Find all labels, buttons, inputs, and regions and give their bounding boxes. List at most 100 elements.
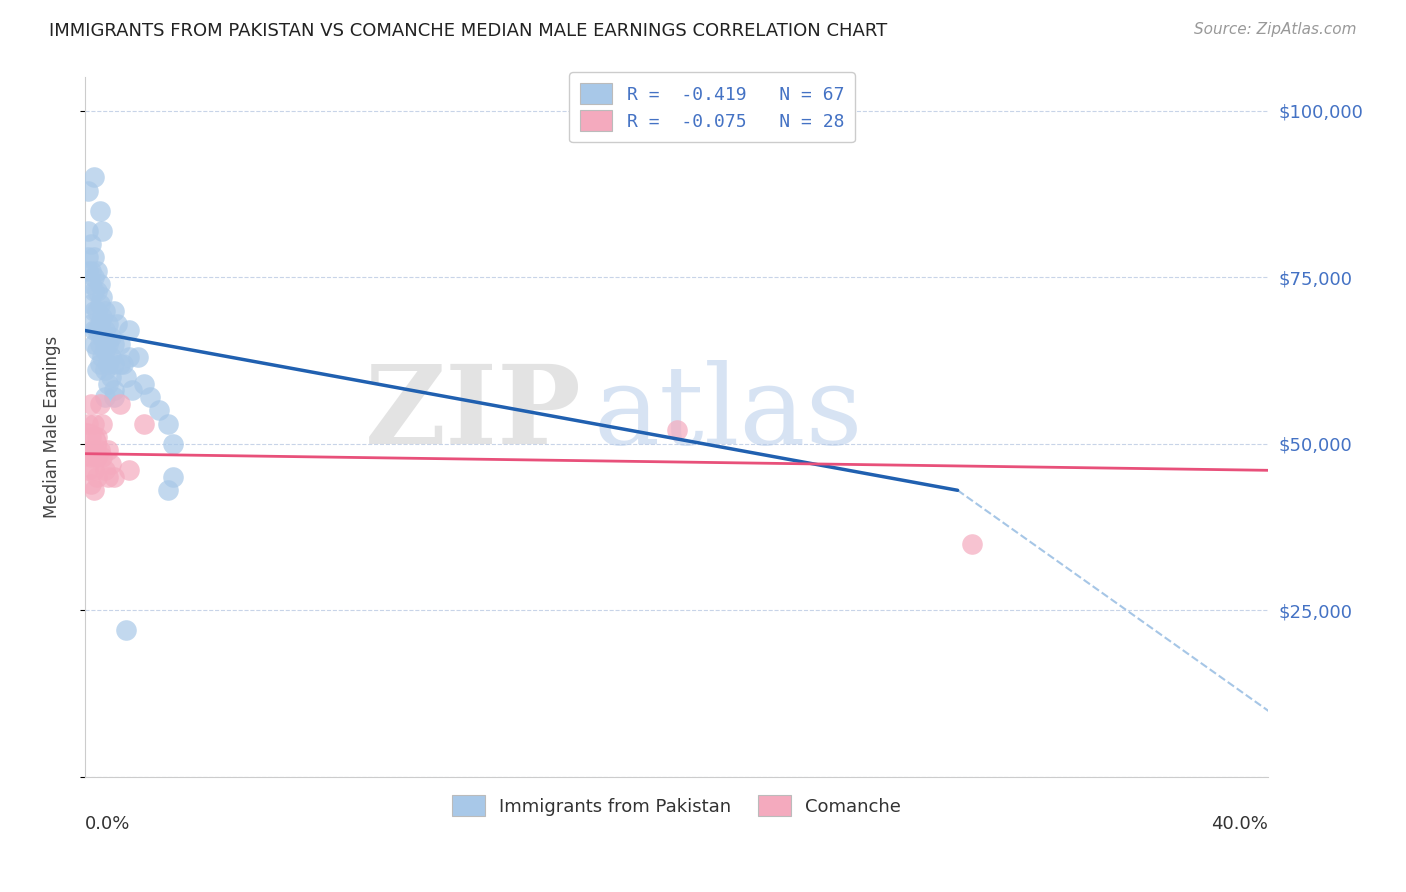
- Point: [94, 363, 117, 377]
- Point: [76, 463, 98, 477]
- Point: [103, 390, 125, 404]
- Point: [89, 203, 111, 218]
- Point: [156, 483, 179, 498]
- Point: [162, 436, 184, 450]
- Point: [103, 336, 125, 351]
- Point: [83, 323, 105, 337]
- Point: [86, 430, 108, 444]
- Point: [118, 463, 141, 477]
- Point: [94, 463, 117, 477]
- Point: [79, 397, 101, 411]
- Point: [91, 330, 114, 344]
- Point: [79, 430, 101, 444]
- Point: [115, 370, 138, 384]
- Point: [86, 263, 108, 277]
- Point: [83, 443, 105, 458]
- Point: [86, 303, 108, 318]
- Point: [79, 317, 101, 331]
- Point: [83, 270, 105, 285]
- Point: [132, 417, 155, 431]
- Point: [83, 303, 105, 318]
- Point: [86, 470, 108, 484]
- Point: [76, 224, 98, 238]
- Point: [94, 343, 117, 358]
- Point: [103, 384, 125, 398]
- Point: [115, 623, 138, 637]
- Text: 40.0%: 40.0%: [1212, 815, 1268, 833]
- Point: [100, 370, 122, 384]
- Point: [100, 350, 122, 364]
- Point: [118, 350, 141, 364]
- Point: [89, 357, 111, 371]
- Text: atlas: atlas: [593, 359, 863, 467]
- Point: [139, 390, 162, 404]
- Point: [94, 390, 117, 404]
- Point: [156, 417, 179, 431]
- Point: [79, 263, 101, 277]
- Text: IMMIGRANTS FROM PAKISTAN VS COMANCHE MEDIAN MALE EARNINGS CORRELATION CHART: IMMIGRANTS FROM PAKISTAN VS COMANCHE MED…: [49, 22, 887, 40]
- Point: [89, 317, 111, 331]
- Point: [94, 323, 117, 337]
- Point: [97, 336, 120, 351]
- Point: [91, 350, 114, 364]
- Point: [112, 357, 135, 371]
- Point: [97, 317, 120, 331]
- Point: [110, 397, 132, 411]
- Point: [91, 224, 114, 238]
- Point: [91, 450, 114, 464]
- Point: [89, 297, 111, 311]
- Point: [73, 436, 96, 450]
- Point: [79, 450, 101, 464]
- Point: [94, 303, 117, 318]
- Point: [103, 357, 125, 371]
- Text: ZIP: ZIP: [366, 359, 582, 467]
- Point: [79, 297, 101, 311]
- Point: [100, 330, 122, 344]
- Point: [148, 403, 170, 417]
- Point: [83, 463, 105, 477]
- Point: [118, 323, 141, 337]
- Point: [76, 184, 98, 198]
- Point: [100, 457, 122, 471]
- Point: [97, 357, 120, 371]
- Point: [86, 363, 108, 377]
- Point: [76, 417, 98, 431]
- Text: 0.0%: 0.0%: [84, 815, 131, 833]
- Point: [83, 483, 105, 498]
- Point: [79, 476, 101, 491]
- Point: [103, 470, 125, 484]
- Point: [91, 310, 114, 325]
- Point: [83, 417, 105, 431]
- Point: [105, 317, 128, 331]
- Point: [665, 423, 688, 437]
- Point: [89, 397, 111, 411]
- Point: [79, 277, 101, 291]
- Point: [110, 336, 132, 351]
- Point: [86, 284, 108, 298]
- Point: [89, 277, 111, 291]
- Point: [86, 323, 108, 337]
- Point: [86, 343, 108, 358]
- Point: [97, 470, 120, 484]
- Point: [86, 450, 108, 464]
- Point: [127, 350, 149, 364]
- Point: [91, 290, 114, 304]
- Point: [76, 443, 98, 458]
- Point: [83, 250, 105, 264]
- Point: [79, 236, 101, 251]
- Point: [89, 443, 111, 458]
- Point: [83, 284, 105, 298]
- Point: [162, 470, 184, 484]
- Point: [110, 357, 132, 371]
- Point: [76, 250, 98, 264]
- Point: [121, 384, 143, 398]
- Point: [83, 336, 105, 351]
- Legend: Immigrants from Pakistan, Comanche: Immigrants from Pakistan, Comanche: [444, 789, 908, 823]
- Point: [103, 303, 125, 318]
- Point: [97, 376, 120, 391]
- Point: [962, 536, 984, 550]
- Point: [91, 417, 114, 431]
- Text: Source: ZipAtlas.com: Source: ZipAtlas.com: [1194, 22, 1357, 37]
- Point: [83, 170, 105, 185]
- Point: [132, 376, 155, 391]
